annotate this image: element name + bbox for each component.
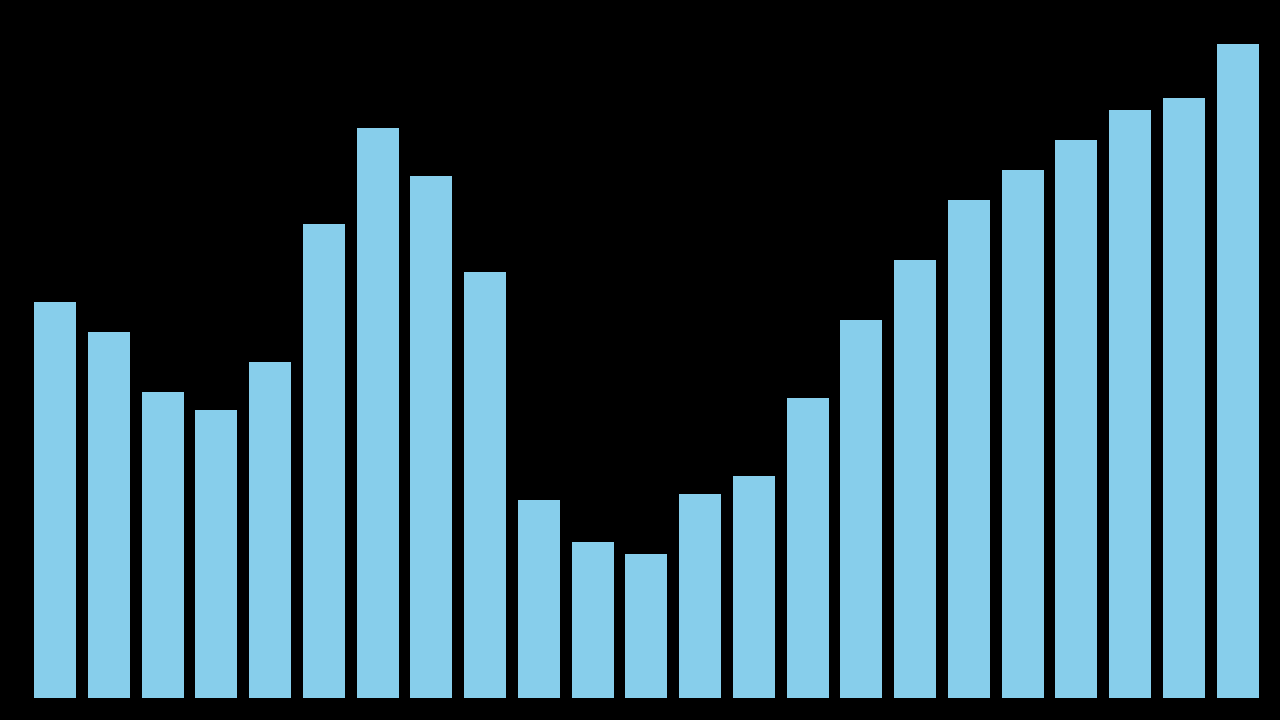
Bar — [1002, 170, 1043, 698]
Bar — [518, 500, 559, 698]
Bar — [142, 392, 183, 698]
Bar — [572, 542, 613, 698]
Bar — [303, 224, 344, 698]
Bar — [35, 302, 76, 698]
Bar — [1217, 44, 1258, 698]
Bar — [1110, 110, 1151, 698]
Bar — [787, 398, 828, 698]
Bar — [88, 332, 129, 698]
Bar — [465, 272, 506, 698]
Bar — [196, 410, 237, 698]
Bar — [411, 176, 452, 698]
Bar — [680, 495, 721, 698]
Bar — [357, 128, 398, 698]
Bar — [841, 320, 882, 698]
Bar — [895, 260, 936, 698]
Bar — [626, 554, 667, 698]
Bar — [1056, 140, 1097, 698]
Bar — [733, 477, 774, 698]
Bar — [1164, 98, 1204, 698]
Bar — [948, 200, 989, 698]
Bar — [250, 362, 291, 698]
